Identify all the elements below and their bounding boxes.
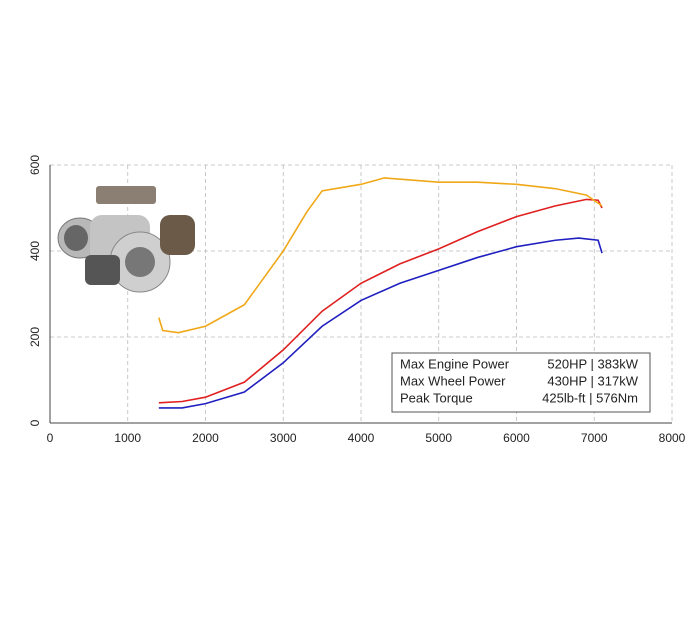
legend-name: Max Engine Power bbox=[400, 356, 510, 371]
legend-peak: 520HP | 383kW bbox=[547, 356, 638, 371]
x-tick-label: 2000 bbox=[192, 431, 219, 445]
x-tick-label: 3000 bbox=[270, 431, 297, 445]
legend-box bbox=[391, 352, 651, 413]
x-tick-label: 8000 bbox=[659, 431, 686, 445]
x-tick-label: 0 bbox=[47, 431, 54, 445]
legend-peak: 425lb-ft | 576Nm bbox=[542, 390, 638, 405]
y-tick-label: 200 bbox=[28, 327, 42, 347]
series-line bbox=[158, 198, 603, 404]
y-tick-label: 0 bbox=[28, 419, 42, 426]
x-tick-label: 5000 bbox=[425, 431, 452, 445]
x-tick-label: 1000 bbox=[114, 431, 141, 445]
series-line bbox=[158, 237, 603, 409]
legend-peak: 430HP | 317kW bbox=[547, 373, 638, 388]
legend-name: Peak Torque bbox=[400, 390, 473, 405]
x-tick-label: 6000 bbox=[503, 431, 530, 445]
x-tick-label: 7000 bbox=[581, 431, 608, 445]
turbo-image bbox=[57, 186, 195, 293]
x-tick-label: 4000 bbox=[348, 431, 375, 445]
legend-name: Max Wheel Power bbox=[400, 373, 506, 388]
series-line bbox=[158, 177, 603, 334]
legend: Max Engine Power 520HP | 383kW Max Wheel P… bbox=[391, 352, 651, 413]
y-tick-label: 400 bbox=[28, 241, 42, 261]
y-tick-label: 600 bbox=[28, 155, 42, 175]
